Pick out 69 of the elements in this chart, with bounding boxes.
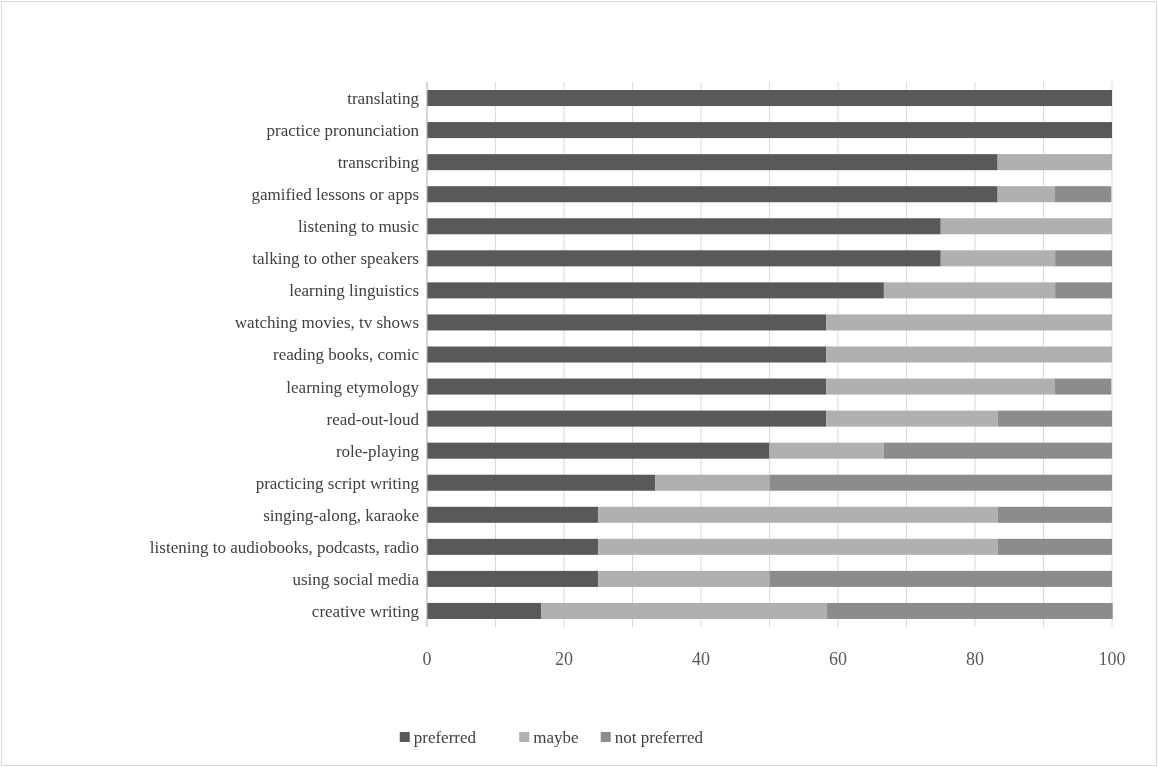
bar xyxy=(541,602,828,619)
bar xyxy=(427,538,599,555)
x-tick-label: 0 xyxy=(422,649,432,669)
bar xyxy=(427,314,827,331)
bar xyxy=(1054,186,1112,203)
x-tick-label: 60 xyxy=(829,649,847,669)
bar xyxy=(598,506,998,523)
bar xyxy=(427,602,542,619)
y-tick-label: listening to music xyxy=(298,217,420,237)
bar xyxy=(883,442,1112,459)
bar xyxy=(1055,250,1113,267)
y-tick-label: learning etymology xyxy=(286,377,420,397)
bar xyxy=(769,442,884,459)
y-tick-label: practice pronunciation xyxy=(266,121,420,141)
bar xyxy=(769,474,1112,491)
bar xyxy=(598,538,998,555)
bar xyxy=(826,378,1055,395)
y-tick-label: reading books, comic xyxy=(273,345,420,365)
x-tick-label: 20 xyxy=(555,649,573,669)
bar xyxy=(427,250,941,267)
bar xyxy=(427,442,770,459)
x-tick-label: 40 xyxy=(692,649,710,669)
bar xyxy=(598,570,770,587)
y-tick-label: watching movies, tv shows xyxy=(234,313,419,333)
bar xyxy=(427,282,884,299)
y-tick-label: using social media xyxy=(292,569,420,589)
bar xyxy=(427,90,1112,107)
bar xyxy=(427,154,998,171)
bar xyxy=(826,410,998,427)
y-tick-label: creative writing xyxy=(311,601,420,621)
bar xyxy=(826,346,1112,363)
y-tick-label: learning linguistics xyxy=(289,281,419,301)
bar xyxy=(997,410,1112,427)
bar xyxy=(1054,378,1112,395)
y-tick-label: read-out-loud xyxy=(326,409,420,429)
bar xyxy=(997,506,1112,523)
y-tick-label: transcribing xyxy=(337,153,420,173)
y-tick-label: gamified lessons or apps xyxy=(251,185,419,205)
bar xyxy=(427,186,998,203)
bar xyxy=(427,218,941,235)
y-tick-label: singing-along, karaoke xyxy=(263,505,419,525)
bar xyxy=(997,186,1055,203)
bar xyxy=(427,410,827,427)
bar xyxy=(997,154,1112,171)
y-tick-label: talking to other speakers xyxy=(252,249,419,269)
bar xyxy=(427,474,656,491)
legend-label: maybe xyxy=(533,727,579,747)
x-tick-label: 80 xyxy=(966,649,984,669)
y-tick-label: translating xyxy=(347,88,420,108)
bar xyxy=(1055,282,1113,299)
bar xyxy=(940,250,1056,267)
bar xyxy=(883,282,1056,299)
legend-label: not preferred xyxy=(614,727,704,747)
x-tick-label: 100 xyxy=(1098,649,1126,669)
y-tick-label: practicing script writing xyxy=(255,473,420,493)
bar xyxy=(997,538,1112,555)
bar xyxy=(826,314,1112,331)
bar xyxy=(427,346,827,363)
y-tick-label: role-playing xyxy=(335,441,420,461)
bar xyxy=(940,218,1112,235)
y-tick-label: listening to audiobooks, podcasts, radio xyxy=(149,537,419,557)
legend-label: preferred xyxy=(413,727,477,747)
bar xyxy=(427,506,599,523)
bar xyxy=(769,570,1112,587)
bar xyxy=(427,570,599,587)
bar xyxy=(427,378,827,395)
bar xyxy=(427,122,1112,139)
bar xyxy=(827,602,1113,619)
bar xyxy=(655,474,770,491)
